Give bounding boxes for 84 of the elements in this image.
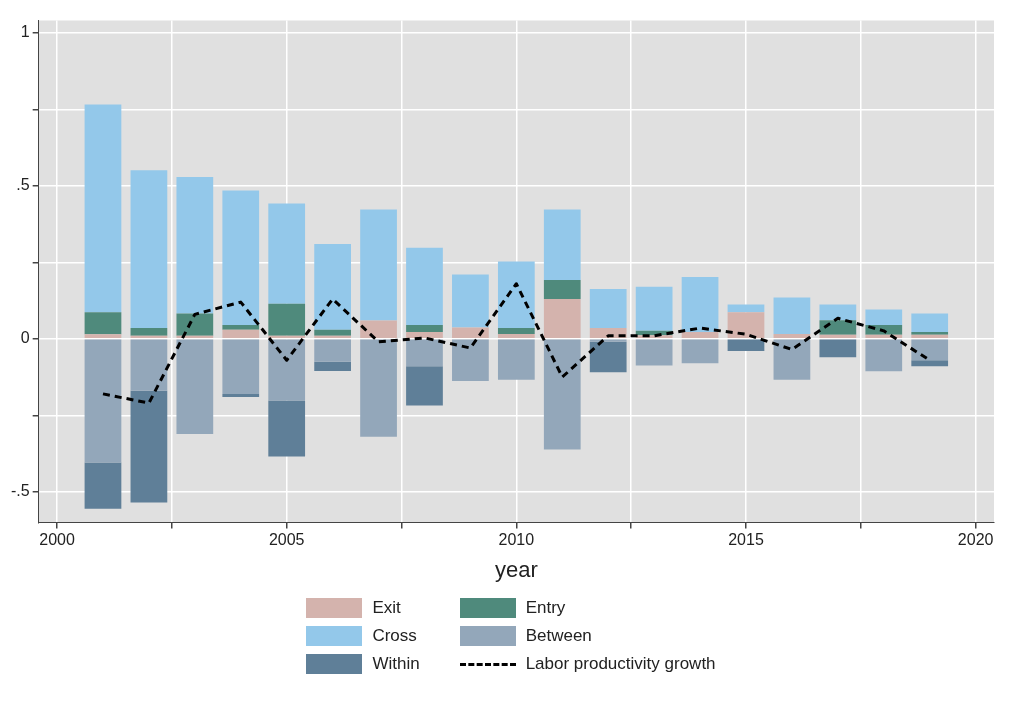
bar [819, 304, 857, 321]
bar [543, 209, 581, 281]
bar [130, 170, 168, 329]
bar [84, 334, 122, 339]
bar [406, 366, 443, 406]
bar [84, 312, 122, 335]
bar [589, 341, 627, 373]
bar [543, 280, 581, 300]
bar [635, 286, 673, 331]
bar [268, 339, 306, 401]
bar [452, 339, 489, 382]
bar [314, 339, 351, 362]
bar [589, 288, 627, 329]
bar [360, 320, 397, 339]
bar [865, 309, 903, 326]
bar [268, 203, 306, 304]
x-axis-title: year [494, 556, 538, 582]
bar [406, 325, 443, 333]
bar [773, 333, 811, 339]
bar [727, 304, 765, 313]
bar [497, 339, 535, 380]
bar [222, 393, 260, 397]
bar [911, 313, 949, 333]
bar [727, 312, 765, 339]
bar [176, 176, 214, 314]
bar [911, 339, 949, 361]
legend-label: Between [525, 626, 592, 646]
bar [268, 303, 306, 336]
bar [406, 247, 443, 326]
bar [681, 339, 719, 364]
bar [773, 339, 811, 380]
legend-label: Exit [372, 598, 401, 618]
y-tick-label: 0 [20, 329, 30, 347]
bar [360, 209, 397, 321]
bar [543, 339, 581, 450]
bar [222, 325, 260, 330]
bar [727, 339, 765, 352]
bar [543, 299, 581, 339]
bar [130, 339, 168, 391]
bar [84, 339, 122, 463]
legend-label: Entry [525, 598, 566, 618]
y-tick-label: -.5 [11, 482, 30, 500]
x-tick-label: 2000 [39, 531, 75, 549]
bar [222, 339, 260, 394]
bar [84, 462, 122, 509]
bar [911, 360, 949, 367]
bar [497, 328, 535, 334]
bar [406, 332, 443, 339]
bar [773, 297, 811, 334]
bar [314, 243, 351, 330]
legend-label: Cross [372, 626, 417, 646]
bar [84, 104, 122, 313]
bar [681, 332, 719, 339]
bar [911, 332, 949, 335]
bar [176, 339, 214, 434]
bar [268, 400, 306, 457]
x-tick-label: 2010 [498, 531, 535, 549]
bar [452, 274, 489, 328]
legend-label: Labor productivity growth [525, 654, 716, 674]
bar [406, 339, 443, 367]
bar [497, 333, 535, 339]
bar [314, 361, 351, 371]
bar [865, 339, 903, 372]
bar [360, 339, 397, 437]
bar [130, 390, 168, 503]
bar [819, 339, 857, 358]
bar [819, 320, 857, 335]
bar [176, 313, 214, 336]
x-tick-label: 2020 [957, 531, 994, 549]
y-tick-label: .5 [16, 176, 30, 194]
bar [222, 329, 260, 339]
bar [222, 190, 260, 326]
bar [130, 328, 168, 336]
bar [681, 277, 719, 333]
x-tick-label: 2005 [268, 531, 305, 549]
bar [635, 339, 673, 366]
y-tick-label: 1 [20, 23, 30, 41]
bar [497, 261, 535, 329]
x-tick-label: 2015 [728, 531, 764, 549]
bar [911, 334, 949, 339]
bar [452, 327, 489, 339]
legend-label: Within [372, 654, 420, 674]
bar [819, 334, 857, 339]
bar [314, 329, 351, 336]
